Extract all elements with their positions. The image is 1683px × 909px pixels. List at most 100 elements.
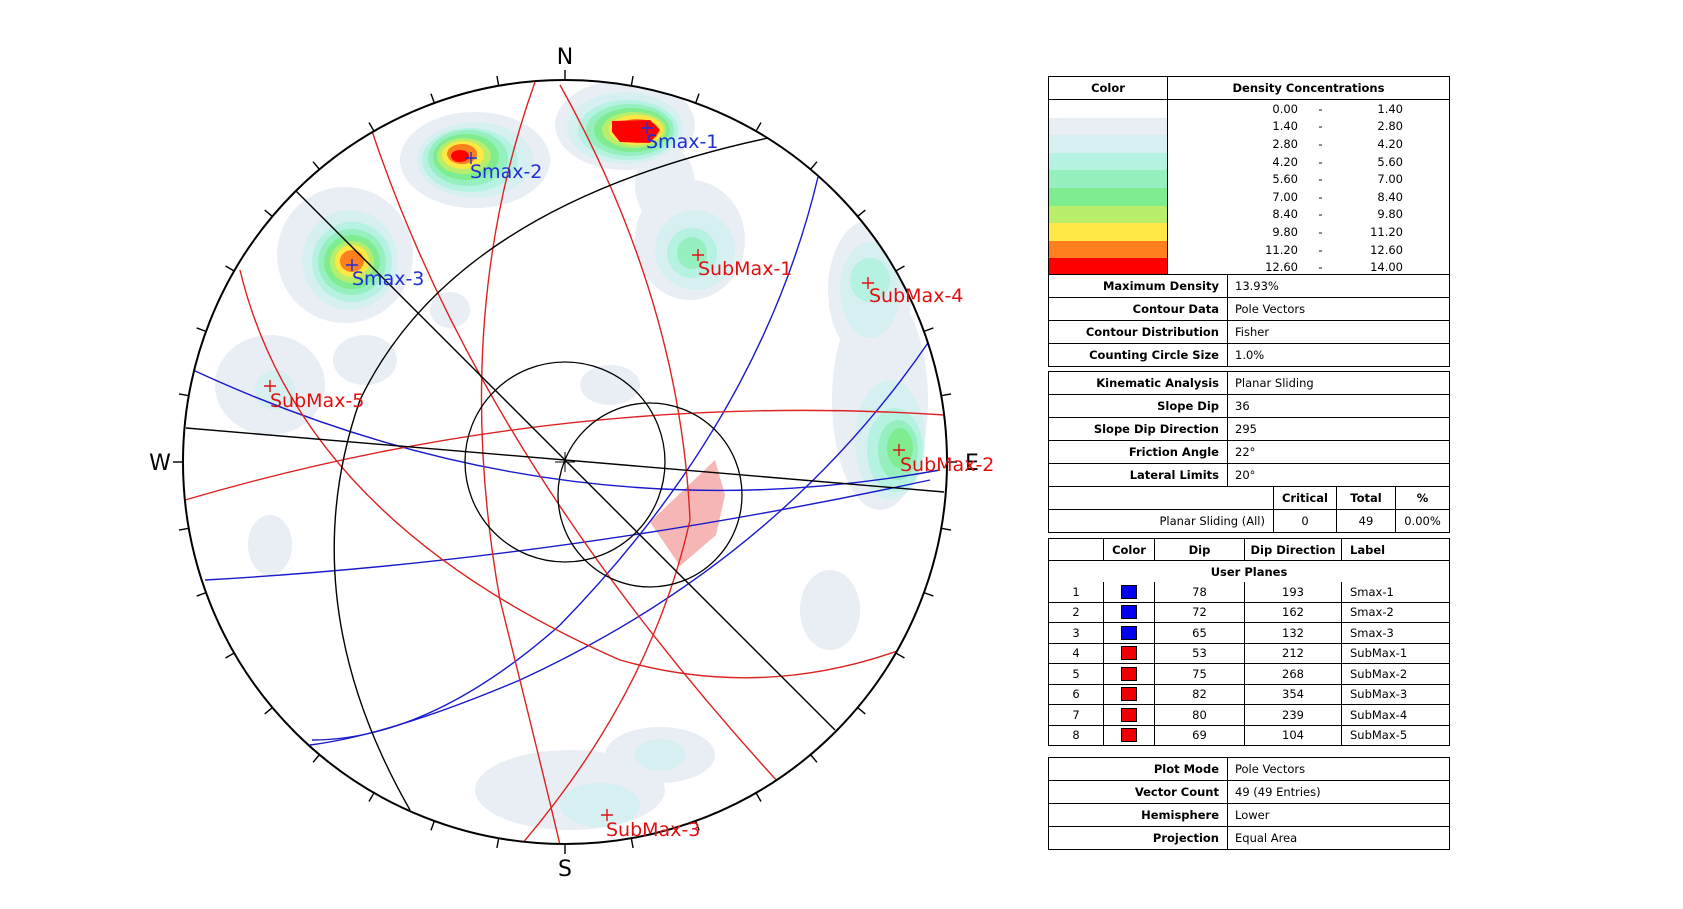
density-row: 2.80 - 4.20 <box>1049 135 1449 153</box>
azimuth-tick <box>178 527 189 531</box>
plane-submax-5 <box>239 269 901 679</box>
planes-header-dip-direction: Dip Direction <box>1244 539 1341 560</box>
pole-label-smax-2: Smax-2 <box>470 161 542 183</box>
azimuth-tick <box>923 591 934 597</box>
plot-info-table: Plot Mode Pole Vectors Vector Count 49 (49… <box>1048 757 1450 850</box>
azimuth-tick <box>694 820 700 831</box>
density-row: 7.00 - 8.40 <box>1049 187 1449 206</box>
plot-value: Lower <box>1235 808 1270 822</box>
results-header-percent: % <box>1395 487 1449 509</box>
plane-dip-direction: 104 <box>1244 725 1341 745</box>
density-to: 1.40 <box>1377 101 1403 116</box>
azimuth-tick <box>178 393 189 397</box>
kinematic-value: 20° <box>1235 468 1256 482</box>
contour-value: Pole Vectors <box>1235 302 1306 316</box>
kinematic-value: Planar Sliding <box>1235 376 1314 390</box>
plane-dip-direction: 239 <box>1244 705 1341 725</box>
daylight-envelope <box>557 402 743 588</box>
plane-dip-direction: 354 <box>1244 684 1341 704</box>
plane-row: 4 53 212 SubMax-1 <box>1049 642 1449 663</box>
density-swatch <box>1049 205 1168 224</box>
azimuth-tick <box>895 265 905 272</box>
density-swatch <box>1049 187 1168 206</box>
plane-color-swatch <box>1121 584 1137 599</box>
density-from: 7.00 <box>1272 189 1298 204</box>
azimuth-tick <box>496 838 500 849</box>
plane-submax-4 <box>369 124 791 796</box>
azimuth-tick <box>941 393 952 397</box>
density-from: 4.20 <box>1272 154 1298 169</box>
kinematic-value: 22° <box>1235 445 1256 459</box>
results-row-label: Planar Sliding (All) <box>1159 514 1265 528</box>
plane-smax-3 <box>192 369 941 492</box>
pole-submax-2: SubMax-2 <box>893 444 994 476</box>
density-dash: - <box>1318 242 1323 257</box>
azimuth-tick <box>430 820 436 831</box>
plane-label: SubMax-4 <box>1341 705 1449 725</box>
density-header-color: Color <box>1049 77 1168 99</box>
plane-dip-direction: 162 <box>1244 602 1341 622</box>
plane-color-swatch <box>1121 646 1137 661</box>
plane-dip-direction: 132 <box>1244 623 1341 643</box>
plane-submax-2 <box>184 409 946 501</box>
kinematic-label: Slope Dip <box>1049 395 1228 417</box>
density-from: 9.80 <box>1272 224 1298 239</box>
plot-label: Vector Count <box>1049 781 1228 803</box>
density-to: 11.20 <box>1370 224 1403 239</box>
plane-label: Smax-1 <box>1341 582 1449 602</box>
contour-info-table: Maximum Density 13.93% Contour Data Pole V… <box>1048 274 1450 367</box>
plane-id: 4 <box>1072 646 1080 661</box>
plane-dip: 75 <box>1154 664 1244 684</box>
plane-id: 7 <box>1072 707 1080 722</box>
plot-label: Projection <box>1049 827 1228 849</box>
azimuth-tick <box>225 265 235 272</box>
pole-label-smax-1: Smax-1 <box>646 131 718 153</box>
azimuth-tick <box>630 838 634 849</box>
planes-header-label: Label <box>1341 539 1449 560</box>
azimuth-ticks <box>173 70 957 854</box>
plane-color-swatch <box>1121 728 1137 743</box>
plane-row: 6 82 354 SubMax-3 <box>1049 683 1449 704</box>
pole-label-submax-4: SubMax-4 <box>869 285 963 307</box>
results-total: 49 <box>1336 510 1395 532</box>
density-dash: - <box>1318 119 1323 134</box>
density-swatch <box>1049 152 1168 171</box>
azimuth-tick <box>312 161 320 170</box>
plane-row: 2 72 162 Smax-2 <box>1049 601 1449 622</box>
azimuth-tick <box>225 652 235 659</box>
plane-dip: 82 <box>1154 684 1244 704</box>
azimuth-tick <box>895 652 905 659</box>
plane-dip: 53 <box>1154 643 1244 663</box>
density-row: 8.40 - 9.80 <box>1049 205 1449 224</box>
density-dash: - <box>1318 136 1323 151</box>
plane-id: 8 <box>1072 728 1080 743</box>
plot-label: Hemisphere <box>1049 804 1228 826</box>
planes-title: User Planes <box>1210 564 1288 579</box>
density-from: 5.60 <box>1272 172 1298 187</box>
azimuth-tick <box>196 591 207 597</box>
pole-submax-3: SubMax-3 <box>601 809 700 841</box>
pole-smax-2: Smax-2 <box>465 152 542 183</box>
center-cross <box>555 452 575 472</box>
density-dash: - <box>1318 224 1323 239</box>
pole-markers: Smax-1 Smax-2 Smax-3 SubMax-1 SubMax-2 S… <box>264 122 994 841</box>
azimuth-tick <box>430 93 436 104</box>
pole-submax-5: SubMax-5 <box>264 380 364 412</box>
plane-dip: 78 <box>1154 582 1244 602</box>
density-dash: - <box>1318 189 1323 204</box>
azimuth-tick <box>368 792 375 802</box>
results-header-total: Total <box>1336 487 1395 509</box>
plane-label: SubMax-3 <box>1341 684 1449 704</box>
plane-dip: 80 <box>1154 705 1244 725</box>
critical-zone <box>650 460 725 566</box>
density-dash: - <box>1318 172 1323 187</box>
kinematic-label: Kinematic Analysis <box>1049 372 1228 394</box>
kinematic-table: Kinematic Analysis Planar Sliding Slope D… <box>1048 371 1450 533</box>
plane-id: 6 <box>1072 687 1080 702</box>
plane-label: SubMax-5 <box>1341 725 1449 745</box>
density-contours <box>215 80 928 830</box>
azimuth-tick <box>312 754 320 763</box>
density-row: 9.80 - 11.20 <box>1049 223 1449 241</box>
density-row: 5.60 - 7.00 <box>1049 170 1449 188</box>
plane-dip-direction: 193 <box>1244 582 1341 602</box>
